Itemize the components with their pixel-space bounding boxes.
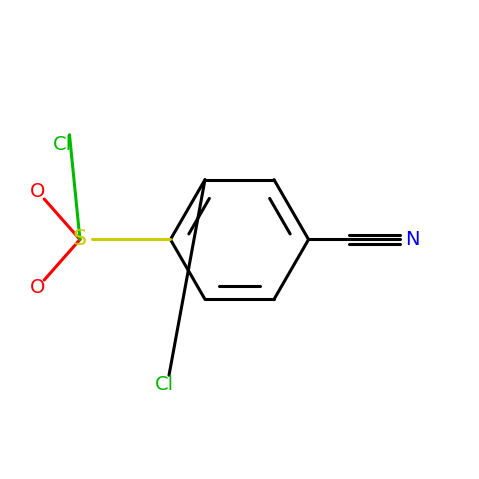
Text: N: N bbox=[405, 230, 419, 249]
Text: S: S bbox=[73, 229, 87, 250]
Text: Cl: Cl bbox=[155, 375, 174, 394]
Text: O: O bbox=[29, 182, 45, 201]
Text: Cl: Cl bbox=[53, 135, 72, 154]
Text: O: O bbox=[29, 278, 45, 297]
